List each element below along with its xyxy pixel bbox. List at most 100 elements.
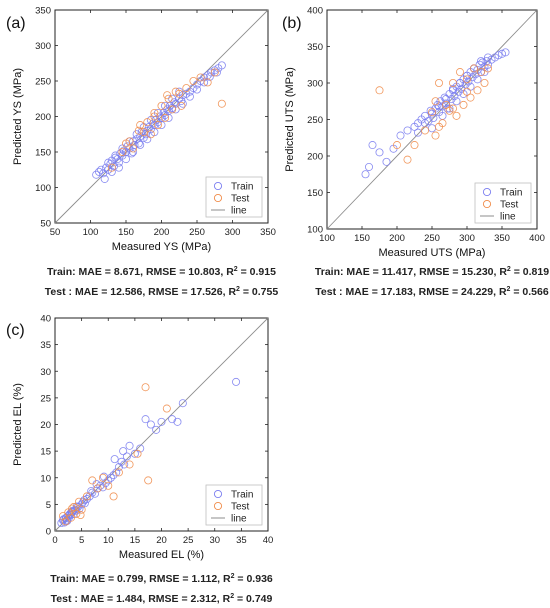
x-tick-label: 10 (103, 535, 114, 546)
data-point-test (93, 484, 102, 493)
data-point-test (134, 126, 143, 135)
data-point-train (77, 500, 86, 509)
metrics-test: Test : MAE = 1.484, RMSE = 2.312, R2 = 0… (51, 593, 273, 605)
data-point-train (100, 174, 109, 183)
data-point-test (480, 79, 489, 88)
data-point-train (447, 95, 456, 104)
data-point-train (97, 165, 106, 174)
legend-marker-train (213, 489, 223, 499)
data-point-test (164, 94, 173, 103)
data-point-test (114, 468, 123, 477)
data-point-test (125, 460, 134, 469)
y-tick-label: 10 (40, 473, 51, 484)
data-point-test (133, 449, 142, 458)
data-point-train (157, 121, 166, 130)
data-point-test (448, 104, 457, 113)
data-point-train (152, 425, 161, 434)
y-tick-label: 250 (307, 115, 323, 126)
data-point-train (168, 415, 177, 424)
y-axis-label: Predicted YS (MPa) (12, 68, 24, 165)
y-axis-label: Predicted EL (%) (12, 383, 24, 466)
panel-label: (c) (6, 322, 25, 339)
y-tick-label: 25 (40, 393, 51, 404)
data-point-test (157, 101, 166, 110)
data-point-test (146, 130, 155, 139)
data-point-test (118, 147, 127, 156)
metrics-test: Test : MAE = 12.586, RMSE = 17.526, R2 =… (45, 286, 279, 298)
legend-label: Test (231, 502, 250, 513)
data-point-test (434, 122, 443, 131)
data-point-test (175, 89, 184, 98)
data-point-test (182, 84, 191, 93)
data-point-train (413, 128, 422, 137)
y-tick-label: 0 (46, 527, 51, 538)
data-point-train (98, 483, 107, 492)
chart-panel-2: (c) 0 5 10 15 20 25 30 35 40 0 5 10 15 20 25 30 35 40 Measu… (6, 314, 273, 606)
x-tick-label: 400 (529, 233, 545, 244)
x-tick-label: 200 (389, 233, 405, 244)
data-point-test (168, 105, 177, 114)
legend-marker-train (482, 187, 492, 197)
x-tick-label: 300 (225, 227, 241, 238)
x-tick-label: 100 (319, 233, 335, 244)
legend-label: Test (231, 194, 250, 205)
data-point-test (88, 476, 97, 485)
x-tick-label: 35 (236, 535, 247, 546)
data-point-train (60, 518, 69, 527)
data-point-test (462, 75, 471, 84)
data-point-test (476, 68, 485, 77)
data-point-test (420, 126, 429, 135)
x-axis-label: Measured EL (%) (119, 549, 204, 561)
x-axis-label: Measured YS (MPa) (112, 241, 211, 253)
data-point-test (153, 121, 162, 130)
data-point-test (150, 108, 159, 117)
metrics-train: Train: MAE = 11.417, RMSE = 15.230, R2 =… (315, 266, 549, 278)
data-point-test (452, 111, 461, 120)
data-point-train (368, 141, 377, 150)
data-point-test (139, 128, 148, 137)
x-tick-label: 25 (183, 535, 194, 546)
y-tick-label: 40 (40, 314, 51, 325)
data-point-train (117, 457, 126, 466)
data-point-train (192, 85, 201, 94)
y-tick-label: 150 (307, 188, 323, 199)
data-point-train (471, 70, 480, 79)
data-point-train (476, 57, 485, 66)
data-point-train (114, 463, 123, 472)
y-tick-label: 100 (307, 225, 323, 236)
data-point-test (58, 512, 67, 521)
data-point-train (111, 151, 120, 160)
data-point-test (143, 118, 152, 127)
data-point-test (410, 141, 419, 150)
legend-marker-train (213, 181, 223, 191)
legend-marker-test (213, 501, 223, 511)
data-point-train (164, 113, 173, 122)
data-point-test (189, 77, 198, 86)
data-point-train (173, 417, 182, 426)
metrics-test: Test : MAE = 17.183, RMSE = 24.229, R2 =… (315, 286, 549, 298)
data-point-train (110, 455, 119, 464)
data-point-test (107, 163, 116, 172)
data-point-train (473, 75, 482, 84)
data-point-train (127, 149, 136, 158)
data-point-train (171, 105, 180, 114)
y-tick-label: 300 (35, 41, 51, 52)
data-point-test (455, 68, 464, 77)
data-point-test (466, 93, 475, 102)
data-point-test (448, 79, 457, 88)
data-point-train (96, 481, 105, 490)
data-point-train (122, 155, 131, 164)
data-point-train (375, 148, 384, 157)
data-point-train (101, 479, 110, 488)
data-point-train (67, 507, 76, 516)
x-tick-label: 20 (156, 535, 167, 546)
data-point-train (146, 420, 155, 429)
data-point-train (448, 84, 457, 93)
data-point-train (217, 61, 226, 70)
x-tick-label: 30 (209, 535, 220, 546)
legend-label: Test (500, 200, 519, 211)
legend-label: line (231, 206, 247, 217)
data-point-test (431, 97, 440, 106)
